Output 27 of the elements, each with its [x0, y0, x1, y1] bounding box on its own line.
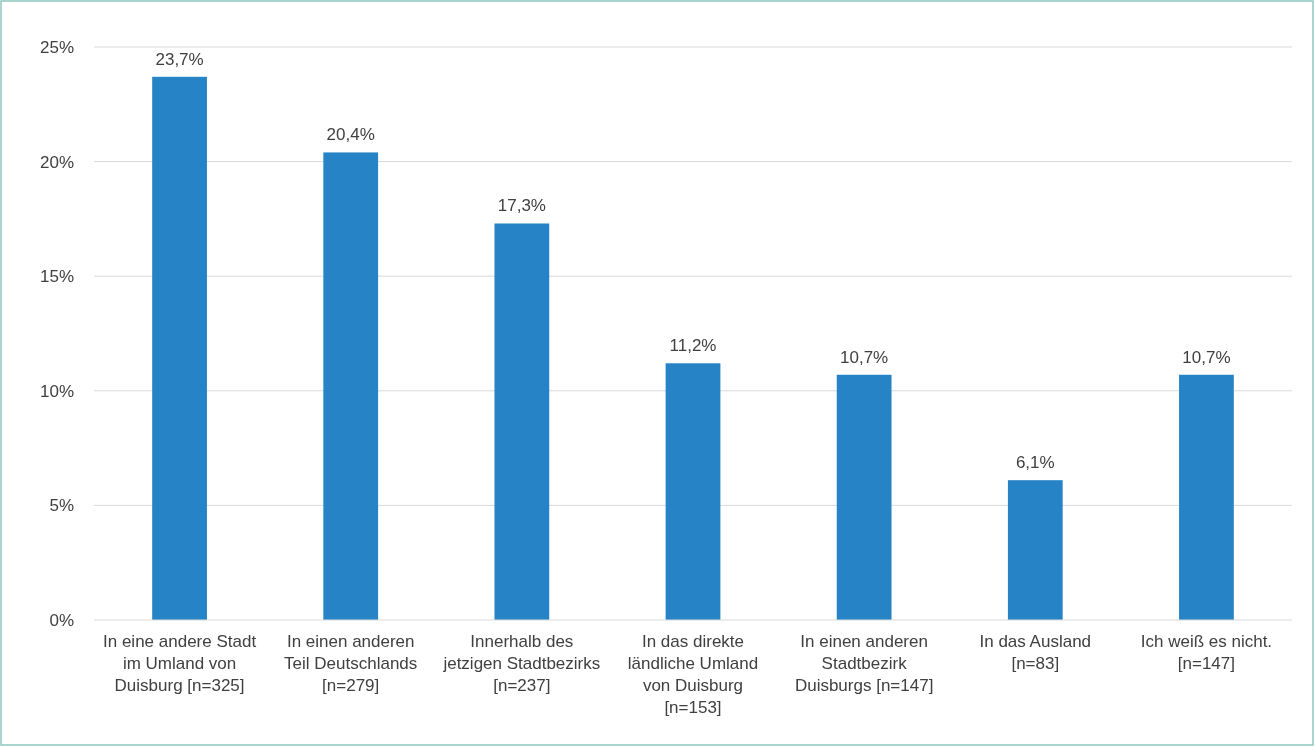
data-label: 23,7% — [155, 49, 204, 69]
x-tick-label: In das Ausland [n=83] — [979, 632, 1092, 673]
y-tick-label: 0% — [49, 610, 74, 630]
y-tick-label: 25% — [39, 37, 74, 57]
bar — [1179, 374, 1234, 620]
x-tick-label: In einen anderen Stadtbezirk Duisburgs [n=147] — [794, 632, 934, 695]
y-tick-label: 20% — [39, 152, 74, 172]
x-tick-label: In einen anderen Teil Deutschlands [n=279] — [284, 632, 418, 695]
data-label: 10,7% — [840, 347, 889, 367]
bar — [1007, 480, 1063, 620]
y-tick-label: 10% — [39, 381, 74, 401]
data-label: 6,1% — [1015, 453, 1055, 473]
x-tick-label: In das direkte ländliche Umland von Duisburg [n=153] — [627, 632, 759, 717]
data-label: 20,4% — [326, 125, 375, 145]
x-tick-label: Innerhalb des jetzigen Stadtbezirks [n=237] — [442, 632, 601, 695]
bar — [494, 223, 550, 620]
y-tick-label: 15% — [39, 267, 74, 287]
data-label: 17,3% — [497, 196, 546, 216]
data-label: 11,2% — [669, 336, 717, 356]
bar — [836, 374, 892, 620]
bar — [323, 152, 379, 620]
bar — [152, 76, 207, 620]
data-label: 10,7% — [1182, 347, 1231, 367]
bar — [665, 363, 721, 620]
x-tick-label: In eine andere Stadt im Umland von Duisburg [n=325] — [103, 632, 257, 695]
x-tick-label: Ich weiß es nicht. [n=147] — [1140, 632, 1273, 673]
y-tick-label: 5% — [49, 496, 74, 516]
